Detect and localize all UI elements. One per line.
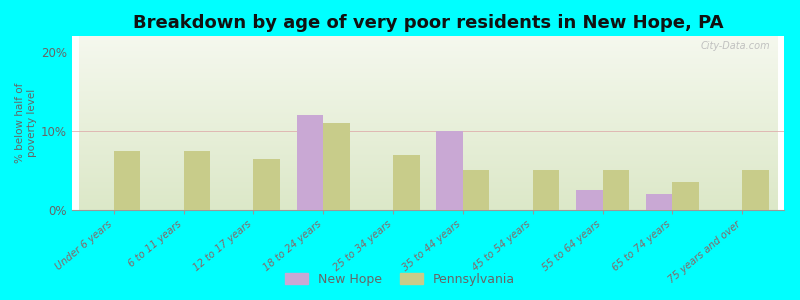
Bar bbox=[114, 151, 141, 210]
Bar bbox=[297, 115, 323, 210]
Bar bbox=[602, 170, 629, 210]
Bar bbox=[393, 154, 420, 210]
Bar bbox=[463, 170, 490, 210]
Legend: New Hope, Pennsylvania: New Hope, Pennsylvania bbox=[280, 268, 520, 291]
Text: City-Data.com: City-Data.com bbox=[700, 41, 770, 51]
Bar bbox=[576, 190, 602, 210]
Bar bbox=[254, 159, 280, 210]
Bar bbox=[323, 123, 350, 210]
Bar bbox=[184, 151, 210, 210]
Bar bbox=[533, 170, 559, 210]
Y-axis label: % below half of
poverty level: % below half of poverty level bbox=[15, 83, 37, 163]
Title: Breakdown by age of very poor residents in New Hope, PA: Breakdown by age of very poor residents … bbox=[133, 14, 723, 32]
Bar bbox=[672, 182, 699, 210]
Bar bbox=[436, 131, 463, 210]
Bar bbox=[742, 170, 769, 210]
Bar bbox=[646, 194, 672, 210]
